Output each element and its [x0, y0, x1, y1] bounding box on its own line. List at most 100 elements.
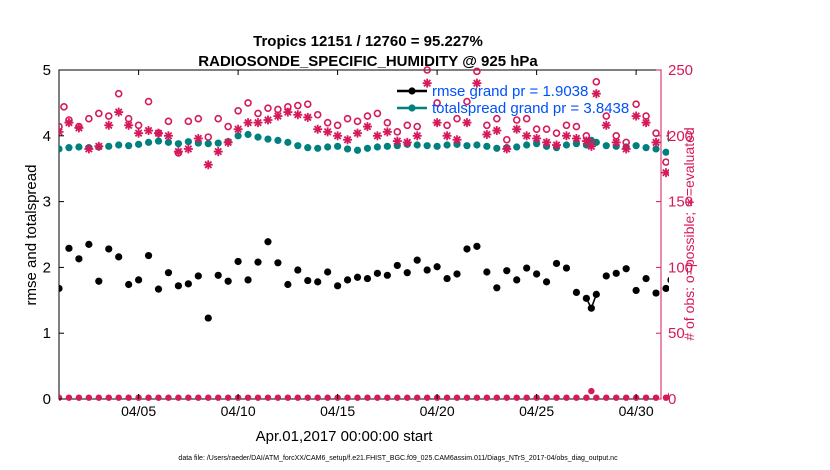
obs-evaluated-point [323, 127, 333, 137]
spread-point [59, 145, 63, 153]
rmse-point [85, 240, 93, 248]
obs-evaluated-point [631, 111, 641, 121]
rmse-point [353, 273, 362, 281]
rmse-connector [585, 294, 598, 311]
series-obs_evaluated [59, 78, 669, 178]
obs-possible-point [264, 104, 272, 112]
obs-evaluated-point [74, 123, 84, 133]
rmse-point [324, 268, 332, 276]
obs-possible-point [59, 122, 63, 131]
obs-count-point [304, 394, 311, 401]
rmse-point [334, 282, 342, 290]
spread-point [652, 145, 660, 153]
rmse-point [214, 271, 222, 279]
obs-count-point [75, 394, 83, 401]
y-right-tick-label: 250 [668, 62, 693, 79]
obs-evaluated-point [303, 112, 313, 122]
spread-point [204, 140, 212, 148]
spread-point [523, 141, 531, 149]
spread-point [274, 136, 282, 145]
obs-count-point [205, 394, 212, 401]
spread-point [642, 144, 650, 152]
spread-point [383, 142, 391, 150]
obs-evaluated-point [64, 118, 74, 128]
rmse-point [612, 269, 620, 277]
obs-evaluated-point [84, 144, 94, 154]
spread-point [294, 142, 302, 150]
obs-count-point [503, 394, 510, 401]
spread-point [125, 142, 133, 150]
obs-count-point [423, 394, 431, 401]
spread-point [334, 142, 342, 150]
rmse-point [224, 277, 232, 285]
rmse-point [105, 245, 113, 253]
obs-count-point [145, 394, 152, 401]
spread-point [672, 153, 679, 160]
obs-possible-point [224, 122, 232, 131]
rmse-point [254, 258, 262, 266]
rmse-point [413, 256, 421, 264]
obs-evaluated-point [462, 118, 472, 128]
obs-possible-point [433, 99, 441, 107]
obs-evaluated-point [611, 137, 621, 147]
obs-count-point [59, 394, 63, 401]
obs-evaluated-point [343, 135, 353, 145]
obs-evaluated-point [163, 131, 173, 141]
obs-evaluated-point [173, 147, 183, 157]
x-tick-label: 04/20 [420, 403, 455, 419]
rmse-point [632, 286, 640, 295]
obs-count-point [523, 394, 530, 401]
obs-possible-point [373, 109, 382, 118]
rmse-point [463, 245, 471, 253]
spread-point [214, 139, 222, 147]
obs-possible-point [104, 112, 113, 120]
rmse-point [662, 284, 669, 293]
obs-evaluated-point [372, 131, 382, 141]
chart-title-line2: RADIOSONDE_SPECIFIC_HUMIDITY @ 925 hPa [198, 53, 538, 70]
rmse-point [533, 270, 541, 278]
rmse-point [244, 276, 252, 284]
rmse-point [343, 276, 352, 284]
obs-possible-point [184, 117, 193, 126]
spread-point [363, 144, 372, 152]
obs-possible-point [562, 121, 571, 130]
rmse-point [234, 257, 242, 266]
obs-possible-point [502, 135, 511, 144]
obs-count-point [463, 394, 471, 401]
rmse-point [144, 251, 153, 260]
obs-count-point [563, 394, 570, 401]
obs-possible-point [134, 121, 143, 130]
x-axis-label: Apr.01,2017 00:00:00 start [256, 428, 434, 445]
chart-title-line1: Tropics 12151 / 12760 = 95.227% [253, 33, 483, 50]
obs-possible-point [443, 121, 451, 130]
rmse-point [174, 282, 183, 290]
obs-evaluated-point [134, 128, 144, 138]
obs-possible-point [602, 112, 611, 120]
obs-count-point [652, 394, 660, 401]
obs-possible-point [194, 114, 203, 123]
obs-count-point [642, 394, 650, 401]
series-rmse [59, 238, 669, 322]
rmse-point [562, 264, 571, 272]
spread-point [572, 140, 581, 148]
legend-label: totalspread grand pr = 3.8438 [432, 100, 629, 117]
rmse-point [95, 277, 103, 285]
rmse-point [602, 272, 610, 280]
obs-count-point [473, 394, 481, 401]
obs-count-point [185, 394, 192, 401]
x-tick-label: 04/10 [221, 403, 256, 419]
spread-point [115, 141, 123, 149]
obs-evaluated-point [263, 115, 273, 125]
y-right-tick-label: 100 [668, 259, 693, 276]
obs-possible-point [632, 100, 640, 109]
obs-count-point [662, 394, 669, 401]
y-axis-left-label: rmse and totalspread [23, 165, 40, 306]
obs-evaluated-point [273, 111, 283, 121]
obs-count-point [115, 394, 122, 401]
obs-evaluated-point [293, 110, 303, 120]
obs-possible-point [303, 100, 312, 109]
x-tick-label: 04/15 [320, 403, 355, 419]
obs-count-point [215, 394, 222, 401]
